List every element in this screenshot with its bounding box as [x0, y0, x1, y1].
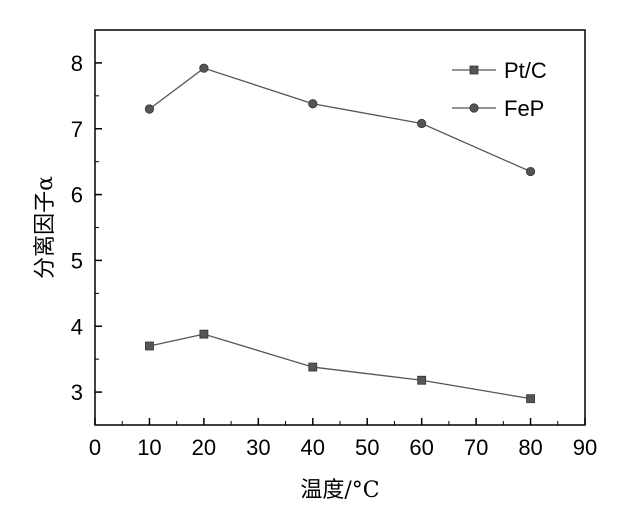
y-tick-label: 8: [71, 51, 83, 76]
x-tick-label: 40: [301, 435, 325, 460]
x-tick-label: 50: [355, 435, 379, 460]
y-tick-label: 5: [71, 248, 83, 273]
legend: Pt/C FeP: [452, 58, 547, 121]
legend-item: Pt/C: [452, 58, 547, 83]
x-tick-label: 90: [573, 435, 597, 460]
data-point: [145, 341, 154, 351]
legend-item: FeP: [452, 96, 544, 121]
plot-frame: [94, 29, 586, 426]
series-pt-c: [145, 329, 535, 404]
data-point: [308, 99, 318, 109]
legend-marker: [469, 103, 479, 113]
legend-label: FeP: [504, 96, 544, 121]
y-axis-label: 分离因子α: [33, 176, 58, 279]
x-tick-label: 0: [89, 435, 101, 460]
x-tick-label: 60: [409, 435, 433, 460]
x-tick-label: 70: [464, 435, 488, 460]
x-tick-label: 30: [246, 435, 270, 460]
data-point: [199, 329, 209, 339]
legend-label: Pt/C: [504, 58, 547, 83]
x-tick-label: 80: [518, 435, 542, 460]
data-point: [417, 375, 427, 385]
data-point: [417, 118, 427, 129]
data-point: [199, 63, 209, 73]
data-point: [144, 104, 155, 114]
series-layer: [144, 63, 536, 404]
series-line: [149, 67, 531, 173]
data-point: [308, 362, 318, 372]
legend-marker: [469, 65, 479, 75]
y-tick-label: 4: [71, 314, 83, 339]
y-tick-label: 7: [71, 117, 83, 142]
data-point: [525, 166, 536, 177]
data-point: [526, 394, 535, 404]
y-tick-label: 6: [71, 183, 83, 208]
y-axis: 3 4 5 6 7 8: [71, 29, 102, 426]
y-tick-label: 3: [71, 380, 83, 405]
x-tick-label: 10: [137, 435, 161, 460]
x-tick-label: 20: [192, 435, 216, 460]
x-axis-label: 温度/°C: [300, 478, 379, 503]
series-fep: [144, 63, 536, 177]
x-axis: 0 10 20 30 40 50 60 70 80 90: [89, 418, 597, 460]
series-line: [149, 333, 531, 400]
